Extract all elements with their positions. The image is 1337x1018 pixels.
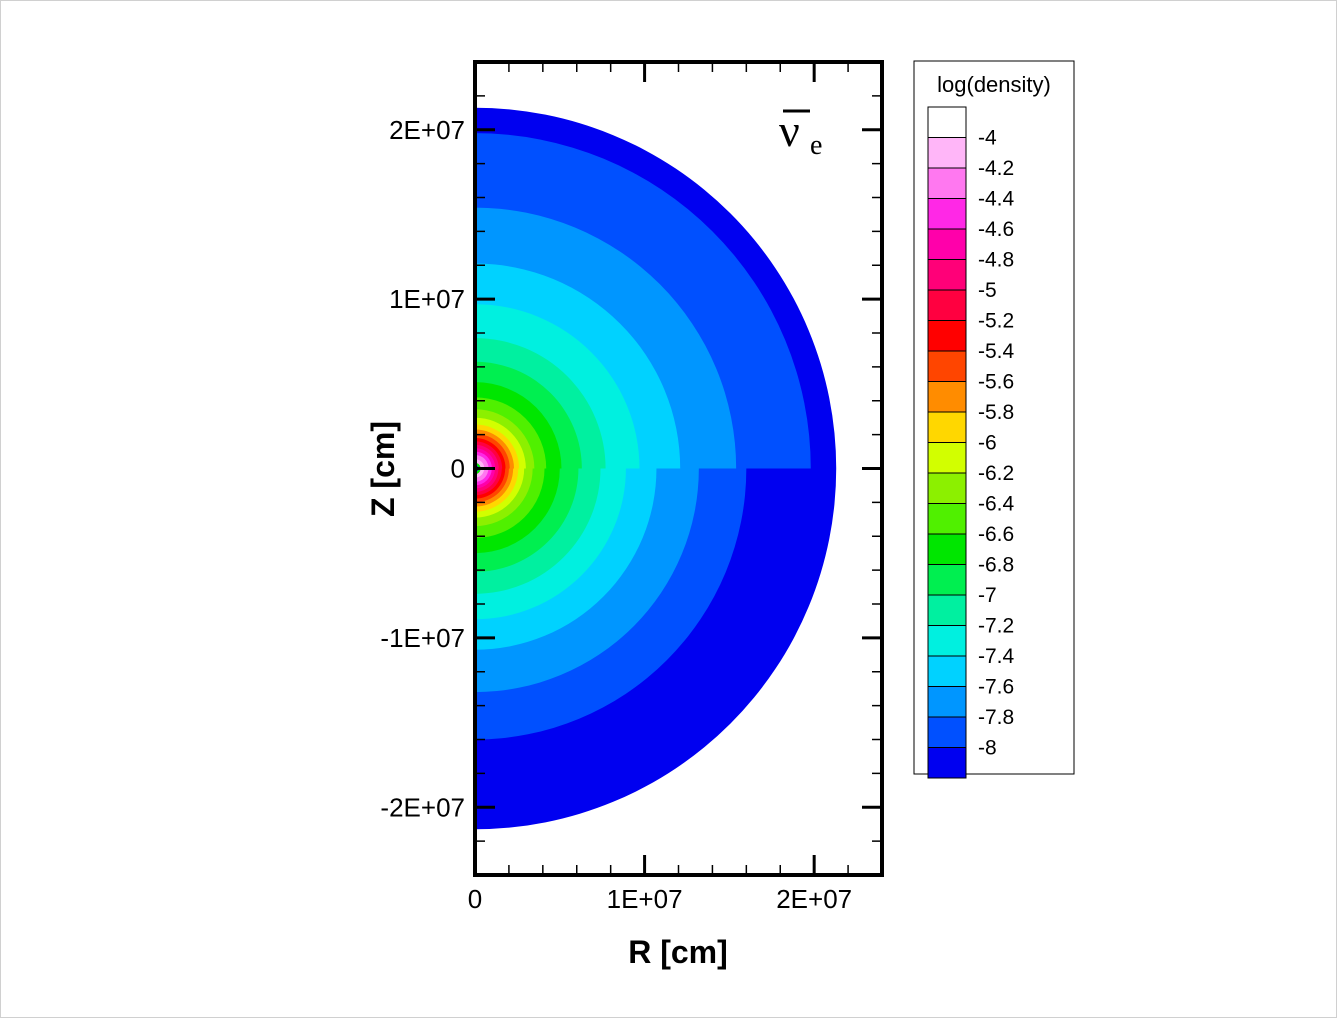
legend-swatch <box>927 320 967 352</box>
legend-label: -7.8 <box>978 706 1014 729</box>
legend-swatch <box>927 259 967 291</box>
legend-label: -5.8 <box>978 401 1014 424</box>
legend-swatch <box>927 350 967 382</box>
legend-label: -7.4 <box>978 645 1015 668</box>
legend-label: -6.4 <box>978 493 1015 516</box>
legend-swatch <box>927 289 967 321</box>
y-tick-label: 2E+07 <box>389 115 465 145</box>
neutrino-subscript: e <box>810 130 822 161</box>
legend-swatch <box>927 564 967 596</box>
axis-ticks <box>473 61 882 876</box>
x-tick-label: 1E+07 <box>607 884 683 914</box>
legend-label: -5.6 <box>978 371 1014 394</box>
legend-label: -7.2 <box>978 615 1014 638</box>
legend-label: -5.4 <box>978 340 1015 363</box>
legend-label: -6 <box>978 432 997 455</box>
legend-label: -4.4 <box>978 188 1015 211</box>
legend-swatch <box>927 686 967 718</box>
legend-label: -8 <box>978 737 997 760</box>
legend-label: -5.2 <box>978 310 1014 333</box>
legend-label: -4.8 <box>978 249 1014 272</box>
legend-swatch <box>927 503 967 535</box>
legend-swatch <box>927 716 967 748</box>
y-tick-label: -1E+07 <box>380 623 465 653</box>
y-axis-title: Z [cm] <box>365 421 401 517</box>
y-tick-label: -2E+07 <box>380 792 465 822</box>
legend-swatch <box>927 167 967 199</box>
legend-swatch <box>927 747 967 779</box>
legend-labels: -4 -4.2 -4.4 -4.6 -4.8 -5 -5.2 -5.4 -5.6 -5.8 -6 -6… <box>978 127 1015 760</box>
legend-swatch <box>927 594 967 626</box>
legend: log(density) -4 -4.2 -4.4 -4.6 -4.8 -5 -5.2 -5.… <box>913 60 1075 779</box>
legend-swatch <box>927 106 967 138</box>
neutrino-label: ν e <box>779 105 822 161</box>
legend-label: -5 <box>978 279 997 302</box>
y-tick-label: 1E+07 <box>389 284 465 314</box>
legend-title: log(density) <box>937 72 1051 97</box>
x-axis-title: R [cm] <box>628 934 728 970</box>
legend-swatch <box>927 381 967 413</box>
legend-label: -6.6 <box>978 523 1014 546</box>
legend-swatch <box>927 442 967 474</box>
legend-swatch <box>927 198 967 230</box>
contour-bands <box>475 107 837 830</box>
x-tick-label: 0 <box>468 884 482 914</box>
tick-labels: 2E+07 1E+07 0 -1E+07 -2E+07 0 1E+07 2E+07 <box>380 115 852 914</box>
legend-label: -7.6 <box>978 676 1014 699</box>
legend-label: -7 <box>978 584 997 607</box>
legend-swatch <box>927 533 967 565</box>
legend-swatch <box>927 137 967 169</box>
legend-swatch <box>927 411 967 443</box>
legend-label: -4 <box>978 127 997 150</box>
neutrino-symbol: ν <box>779 105 800 156</box>
y-tick-label: 0 <box>451 454 465 484</box>
legend-swatch <box>927 625 967 657</box>
legend-label: -4.2 <box>978 157 1014 180</box>
x-tick-label: 2E+07 <box>776 884 852 914</box>
legend-label: -6.2 <box>978 462 1014 485</box>
legend-label: -4.6 <box>978 218 1014 241</box>
legend-label: -6.8 <box>978 554 1014 577</box>
legend-swatch <box>927 655 967 687</box>
legend-swatch <box>927 472 967 504</box>
legend-swatch <box>927 228 967 260</box>
legend-swatches <box>927 106 967 779</box>
